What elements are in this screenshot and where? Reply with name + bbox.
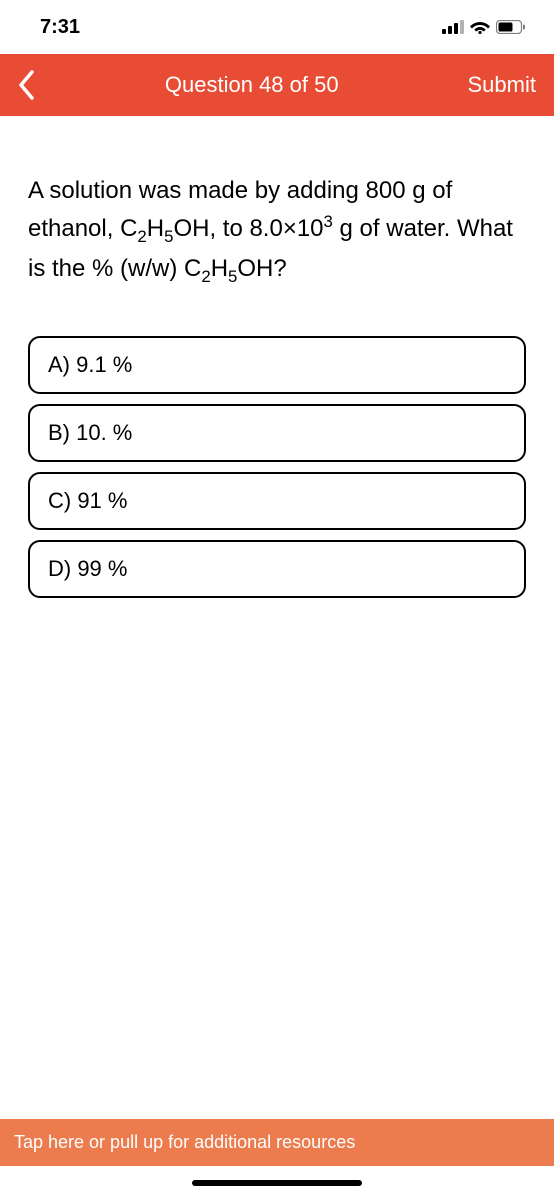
status-right	[442, 20, 526, 34]
option-c[interactable]: C) 91 %	[28, 472, 526, 530]
back-icon[interactable]	[18, 70, 36, 100]
status-bar: 7:31	[0, 0, 554, 54]
header-title: Question 48 of 50	[165, 72, 339, 98]
battery-icon	[496, 20, 526, 34]
option-d[interactable]: D) 99 %	[28, 540, 526, 598]
options-list: A) 9.1 % B) 10. % C) 91 % D) 99 %	[28, 336, 526, 598]
header: Question 48 of 50 Submit	[0, 54, 554, 116]
status-time: 7:31	[40, 16, 80, 39]
question-text: A solution was made by adding 800 g of e…	[28, 172, 526, 290]
option-b[interactable]: B) 10. %	[28, 404, 526, 462]
home-indicator	[0, 1166, 554, 1200]
submit-button[interactable]: Submit	[468, 72, 536, 98]
wifi-icon	[470, 20, 490, 34]
content: A solution was made by adding 800 g of e…	[0, 116, 554, 598]
footer: Tap here or pull up for additional resou…	[0, 1119, 554, 1200]
footer-bar[interactable]: Tap here or pull up for additional resou…	[0, 1119, 554, 1166]
cellular-icon	[442, 20, 464, 34]
option-a[interactable]: A) 9.1 %	[28, 336, 526, 394]
